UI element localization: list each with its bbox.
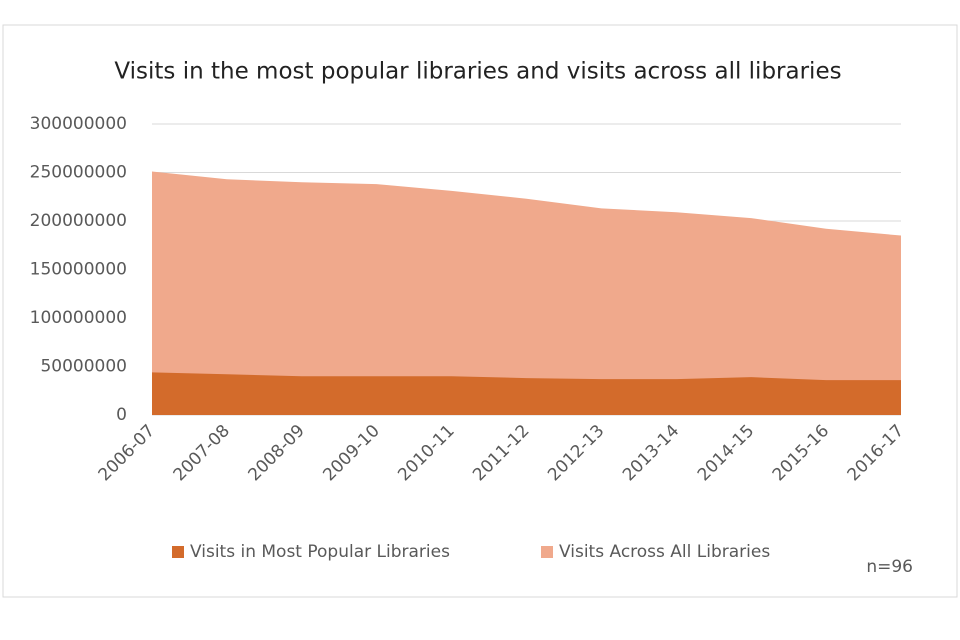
legend-label: Visits in Most Popular Libraries	[190, 542, 450, 562]
legend-swatch	[541, 546, 553, 558]
y-tick-label: 50000000	[40, 357, 127, 377]
annotation: n=96	[866, 557, 913, 577]
y-tick-label: 300000000	[30, 114, 127, 134]
y-tick-label: 250000000	[30, 163, 127, 183]
area	[152, 171, 901, 415]
y-tick-label: 100000000	[30, 308, 127, 328]
legend-label: Visits Across All Libraries	[559, 542, 770, 562]
y-tick-label: 0	[116, 405, 127, 425]
y-tick-label: 150000000	[30, 260, 127, 280]
chart-title: Visits in the most popular libraries and…	[114, 59, 841, 85]
area	[152, 372, 901, 415]
y-tick-label: 200000000	[30, 211, 127, 231]
legend-swatch	[172, 546, 184, 558]
